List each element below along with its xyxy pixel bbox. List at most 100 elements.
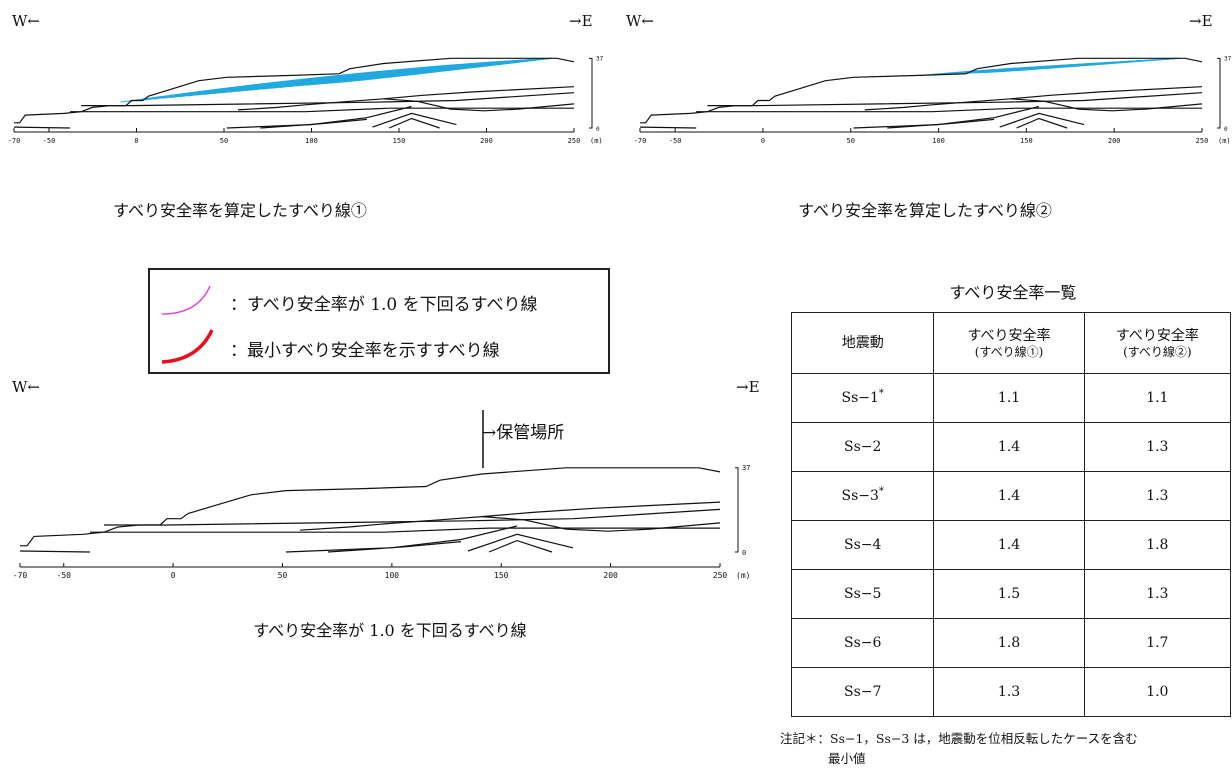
table-row: Ss−1* 1.1 1.1 <box>790 373 1232 423</box>
table-row: Ss−5 1.5 1.3 <box>790 569 1232 619</box>
table-row: Ss−2 1.4 1.3 <box>790 422 1232 472</box>
geologic-boundary-line <box>260 118 367 129</box>
x-tick-label: -50 <box>43 137 56 145</box>
x-unit-label: (m) <box>590 137 603 145</box>
x-tick-label: 200 <box>1108 137 1121 145</box>
geologic-boundary-line <box>70 107 574 113</box>
x-tick-label: 250 <box>713 571 728 580</box>
section-1-caption: すべり安全率を算定したすべり線① <box>113 201 367 220</box>
section-2-caption: すべり安全率を算定したすべり線② <box>798 201 1052 220</box>
x-tick-label: 200 <box>603 571 618 580</box>
table-header-row: 地震動 すべり安全率 (すべり線①) すべり安全率 (すべり線②) <box>790 312 1232 374</box>
x-unit-label: (m) <box>1218 137 1231 145</box>
header-slip-1: すべり安全率 (すべり線①) <box>933 312 1085 374</box>
geologic-boundary-line <box>104 508 721 526</box>
value-cell-2: 1.7 <box>1083 618 1232 668</box>
geologic-boundary-line <box>13 126 71 129</box>
x-tick-label: 100 <box>305 137 318 145</box>
geologic-boundary-line <box>285 525 518 553</box>
x-tick-label: 150 <box>494 571 509 580</box>
geologic-boundary-line <box>19 550 91 553</box>
geologic-boundary-line <box>383 98 575 112</box>
geologic-boundary-line <box>1010 98 1203 112</box>
header-slip-2: すべり安全率 (すべり線②) <box>1083 312 1232 374</box>
geologic-boundary-line <box>999 112 1085 128</box>
value-cell-1: 1.5 <box>933 569 1085 619</box>
x-tick-label: 200 <box>480 137 493 145</box>
x-tick-label: 50 <box>220 137 228 145</box>
geologic-boundary-line <box>481 516 721 532</box>
height-top-label: 37 <box>1224 55 1232 62</box>
value-cell-1: 1.3 <box>933 667 1085 717</box>
value-cell-1: 1.4 <box>933 422 1085 472</box>
value-cell-2: 1.1 <box>1083 373 1232 423</box>
cross-section-slip-lines-2: -70 -50 0 50 100 150 200 250 (m) 37 0 <box>634 55 1232 145</box>
height-top-label: 37 <box>742 464 750 472</box>
table-row: Ss−6 1.8 1.7 <box>790 618 1232 668</box>
x-tick-label: 0 <box>761 137 765 145</box>
slip-line-fan <box>920 57 1180 76</box>
motion-cell: Ss−5 <box>790 569 935 619</box>
geologic-boundary-line <box>467 533 574 552</box>
value-cell-2: 1.3 <box>1083 422 1232 472</box>
x-unit-label: (m) <box>736 571 750 580</box>
west-direction-label-3: W← <box>12 378 40 396</box>
motion-cell: Ss−3* <box>790 471 935 521</box>
ground-surface-line <box>640 57 1203 124</box>
value-cell-1: 1.4 <box>933 471 1085 521</box>
value-cell-2: 1.8 <box>1083 520 1232 570</box>
magenta-arc-icon <box>161 285 211 315</box>
motion-cell: Ss−2 <box>790 422 935 472</box>
red-arc-icon <box>161 329 214 364</box>
geologic-boundary-line <box>707 92 1203 107</box>
x-tick-label: 150 <box>393 137 406 145</box>
table-note: 注記＊：Ss−1，Ss−3 は，地震動を位相反転したケースを含む <box>780 731 1138 746</box>
x-tick-label: 100 <box>932 137 945 145</box>
cross-section-below-one: -70 -50 0 50 100 150 200 250 (m) 37 0 <box>13 410 750 580</box>
motion-cell: Ss−6 <box>790 618 935 668</box>
table-row: Ss−3* 1.4 1.3 <box>790 471 1232 521</box>
value-cell-1: 1.4 <box>933 520 1085 570</box>
section-3-caption: すべり安全率が 1.0 を下回るすべり線 <box>253 621 527 640</box>
west-direction-label: W← <box>12 12 40 30</box>
safety-factor-table: 地震動 すべり安全率 (すべり線①) すべり安全率 (すべり線②) Ss−1* … <box>790 312 1232 717</box>
x-tick-label: -70 <box>634 137 647 145</box>
east-direction-label-3: →E <box>736 378 760 396</box>
geologic-boundary-line <box>372 112 457 128</box>
motion-cell: Ss−1* <box>790 373 935 423</box>
height-scale-bar <box>1217 57 1221 129</box>
value-cell-1: 1.1 <box>933 373 1085 423</box>
motion-cell: Ss−7 <box>790 667 935 717</box>
table-title: すべり安全率一覧 <box>949 283 1077 302</box>
storage-location-label: →保管場所 <box>482 423 565 443</box>
geologic-boundary-line <box>887 118 995 129</box>
geologic-boundary-line <box>90 527 720 533</box>
x-tick-label: -70 <box>8 137 21 145</box>
x-tick-label: 50 <box>847 137 855 145</box>
height-bottom-label: 0 <box>742 549 746 557</box>
value-cell-2: 1.3 <box>1083 471 1232 521</box>
height-bottom-label: 0 <box>596 126 600 133</box>
motion-cell: Ss−4 <box>790 520 935 570</box>
geologic-boundary-line <box>81 92 575 107</box>
legend-box: ：すべり安全率が 1.0 を下回るすべり線 ：最小すべり安全率を示すすべり線 <box>148 268 610 374</box>
ground-surface-line <box>20 467 721 547</box>
geologic-boundary-line <box>299 501 721 531</box>
height-scale-bar <box>735 467 739 553</box>
west-direction-label-2: W← <box>626 12 654 30</box>
east-direction-label-2: →E <box>1189 12 1213 30</box>
geologic-boundary-line <box>1016 117 1068 129</box>
cross-section-slip-lines-1: -70 -50 0 50 100 150 200 250 (m) 37 0 <box>8 55 604 145</box>
slip-line <box>330 57 552 84</box>
height-bottom-label: 0 <box>1224 126 1228 133</box>
geologic-boundary-line <box>237 86 575 111</box>
x-tick-label: 100 <box>385 571 400 580</box>
table-note-continued: 最小値 <box>828 751 866 766</box>
slip-line-fan <box>120 57 552 103</box>
x-tick-label: 0 <box>171 571 176 580</box>
value-cell-2: 1.0 <box>1083 667 1232 717</box>
geologic-boundary-line <box>696 107 1202 113</box>
east-direction-label: →E <box>569 12 593 30</box>
geologic-boundary-line <box>388 117 440 129</box>
x-tick-label: -50 <box>669 137 682 145</box>
